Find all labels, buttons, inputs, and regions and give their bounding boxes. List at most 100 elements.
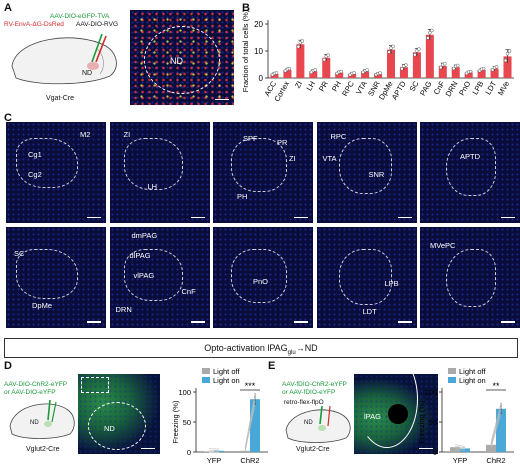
paired-line xyxy=(454,446,466,449)
region-label: CnF xyxy=(181,286,196,296)
y-tick-label: 50 xyxy=(429,418,437,427)
x-tick-label: APTD xyxy=(390,79,408,101)
legend-label: Light off xyxy=(213,367,240,376)
panel-d-brain-schematic xyxy=(9,399,75,439)
panel-d-virus-2: or AAV-DIO-eYFP xyxy=(4,389,56,396)
data-point xyxy=(455,63,460,68)
bar xyxy=(464,72,473,78)
y-tick-label: 0 xyxy=(187,448,191,457)
brain-section-tile: ZI LH xyxy=(109,122,210,223)
region-label: vlPAG xyxy=(133,270,155,280)
scale-bar xyxy=(215,98,229,100)
x-tick-label: MVe xyxy=(496,80,511,98)
scale-bar xyxy=(501,321,515,323)
region-label: MVePC xyxy=(430,240,456,250)
region-label: LPB xyxy=(384,278,399,288)
data-point xyxy=(481,66,486,71)
region-outline xyxy=(338,248,392,305)
region-label: LDT xyxy=(362,306,377,316)
panel-e-mouse-label: Vglut2-Cre xyxy=(296,446,330,453)
region-label: SNR xyxy=(368,170,385,179)
data-point xyxy=(443,61,447,66)
panel-a-micro-label: ND xyxy=(170,56,183,66)
brain-section-tile: PnO xyxy=(213,226,313,328)
region-label: SC xyxy=(14,248,25,258)
significance-label: ** xyxy=(492,381,500,391)
x-tick-label: PR xyxy=(317,79,330,93)
data-point xyxy=(426,36,430,40)
region-outline xyxy=(446,138,496,196)
paired-line xyxy=(244,393,256,449)
bar xyxy=(477,69,486,78)
panel-d-micrograph: ND xyxy=(78,374,160,454)
brain-section-tile: M2 Cg1 Cg2 xyxy=(6,122,106,223)
data-point xyxy=(378,71,382,75)
panel-a-virus-2: RV-EnvA-ΔG-DsRed xyxy=(4,21,64,28)
x-tick-label: RPC xyxy=(340,79,356,98)
paired-line xyxy=(490,403,502,443)
paired-line xyxy=(244,397,256,450)
data-point xyxy=(417,47,421,51)
scale-bar xyxy=(397,216,412,218)
y-tick-label: 10 xyxy=(254,47,263,56)
data-point xyxy=(274,71,279,75)
data-point xyxy=(404,63,408,67)
region-label: ZI xyxy=(289,154,296,163)
region-label: PnO xyxy=(253,276,269,286)
panel-e-virus-3: retro-flex-flpO xyxy=(284,399,324,406)
bar xyxy=(503,56,512,78)
data-point xyxy=(413,53,417,57)
banner-text: Opto-activation lPAG xyxy=(204,343,288,353)
bar xyxy=(490,68,499,78)
panel-e-virus-2: or AAV-fDIO-eYFP xyxy=(282,389,336,396)
legend-swatch xyxy=(448,377,456,383)
bar xyxy=(425,34,434,78)
y-tick-label: 0 xyxy=(433,448,437,457)
scale-bar xyxy=(294,216,308,218)
data-point xyxy=(391,44,395,49)
x-tick-label: ChR2 xyxy=(486,456,505,465)
data-point xyxy=(439,65,443,70)
region-label: PH xyxy=(237,192,248,201)
region-label: dmPAG xyxy=(131,230,158,240)
panel-d-virus-1: AAV-DIO-ChR2-eYFP xyxy=(4,381,68,388)
x-tick-label: PnO xyxy=(457,79,472,97)
data-point xyxy=(400,67,404,71)
y-axis-label: Freezing (%) xyxy=(171,400,180,443)
panel-e-letter: E xyxy=(268,360,276,372)
data-point xyxy=(428,30,432,35)
x-tick-label: LH xyxy=(304,80,317,93)
x-tick-label: LPB xyxy=(470,80,485,97)
dapi-background xyxy=(213,226,313,328)
y-tick-label: 50 xyxy=(183,418,191,427)
legend-label: Light on xyxy=(213,376,240,385)
bar xyxy=(309,71,318,78)
region-label: M2 xyxy=(80,130,91,139)
data-point xyxy=(322,57,327,62)
bar xyxy=(450,447,460,452)
bar xyxy=(348,73,357,78)
panel-d-region-label: ND xyxy=(30,420,39,426)
bar xyxy=(361,71,370,78)
banner-subscript: glu xyxy=(287,349,296,356)
panel-d-letter: D xyxy=(4,360,12,372)
bar xyxy=(270,73,279,78)
panel-e-brain-schematic xyxy=(285,405,351,443)
panel-a-mouse-label: Vgat-Cre xyxy=(46,95,75,102)
brain-section-tile: RPC VTA SNR xyxy=(316,122,417,223)
region-outline xyxy=(123,248,183,301)
data-point xyxy=(468,69,473,74)
x-tick-label: ChR2 xyxy=(240,456,259,465)
data-point xyxy=(326,53,331,57)
panel-a-letter: A xyxy=(4,2,12,14)
region-label: DpMe xyxy=(32,300,53,310)
region-label: DRN xyxy=(115,304,132,314)
data-point xyxy=(494,65,499,69)
data-point xyxy=(296,44,301,49)
paired-line xyxy=(208,451,220,453)
banner-arrow-text: →ND xyxy=(295,343,318,353)
data-point xyxy=(505,51,510,56)
region-label: APTD xyxy=(460,152,481,161)
x-tick-label: YFP xyxy=(207,456,222,465)
region-outline xyxy=(123,138,183,190)
